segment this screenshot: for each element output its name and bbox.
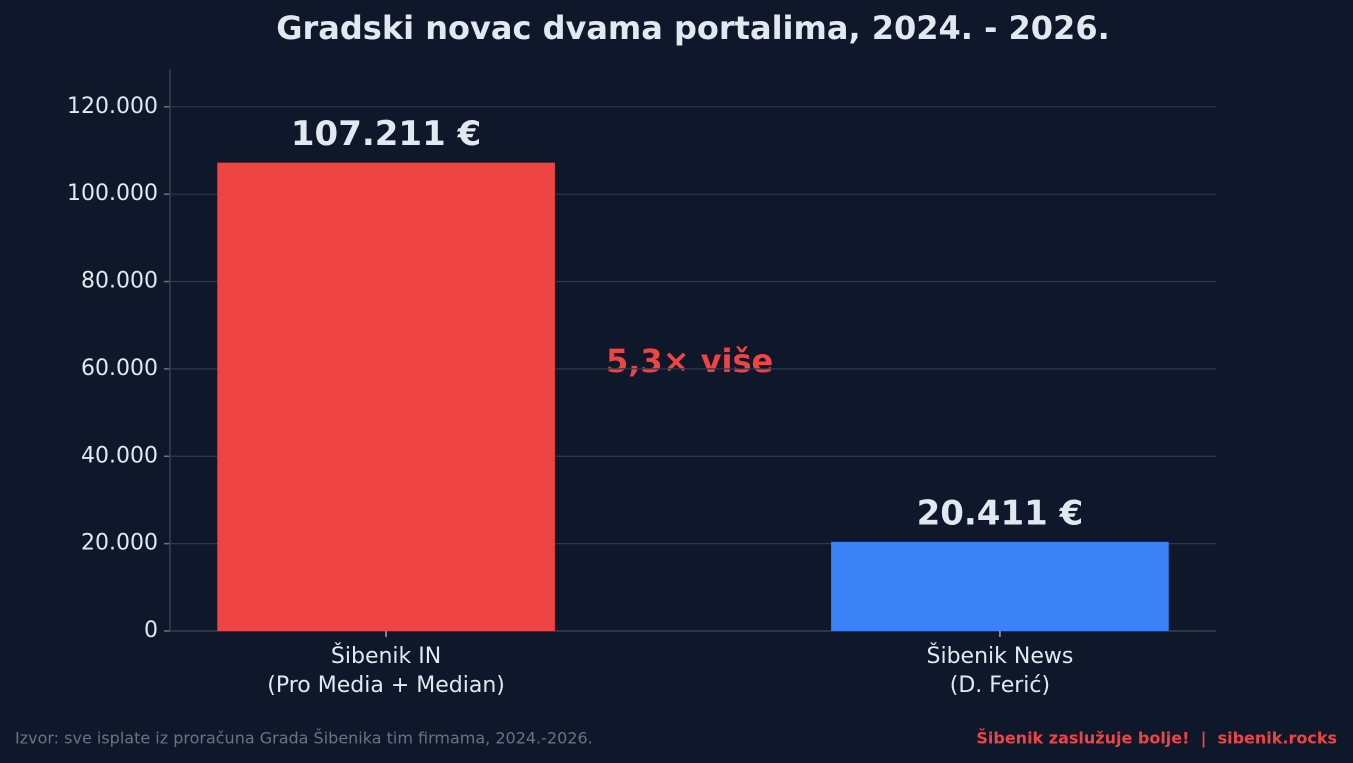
y-tick-label: 120.000 (67, 94, 158, 119)
annotation: 5,3× više (606, 342, 773, 380)
y-tick-label: 0 (144, 618, 158, 643)
y-tick-label: 40.000 (81, 443, 158, 468)
bar (217, 162, 555, 631)
y-tick-label: 80.000 (81, 269, 158, 294)
source-note: Izvor: sve isplate iz proračuna Grada Ši… (15, 729, 593, 748)
value-label: 20.411 € (917, 493, 1084, 533)
x-tick-label: Šibenik News (D. Ferić) (927, 643, 1074, 698)
credit: Šibenik zaslužuje bolje! | sibenik.rocks (976, 729, 1337, 749)
y-tick-label: 100.000 (67, 181, 158, 206)
bar (831, 541, 1169, 631)
y-tick-label: 20.000 (81, 531, 158, 556)
value-label: 107.211 € (291, 114, 481, 154)
x-tick-label: Šibenik IN (Pro Media + Median) (267, 643, 505, 698)
y-tick-label: 60.000 (81, 356, 158, 381)
chart-title: Gradski novac dvama portalima, 2024. - 2… (276, 9, 1109, 47)
